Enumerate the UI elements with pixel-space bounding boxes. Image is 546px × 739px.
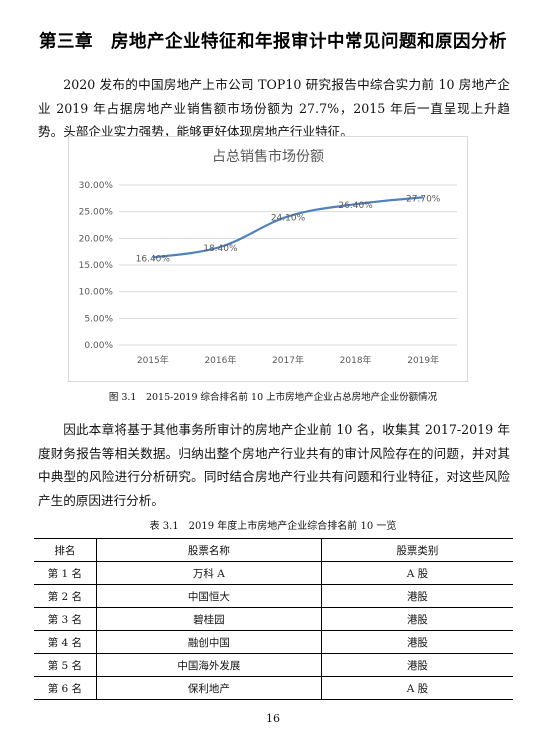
x-tick-label: 2018年	[340, 354, 372, 366]
header-rank: 排名	[34, 538, 97, 562]
page-number: 16	[266, 712, 280, 725]
chart-svg: 占总销售市场份额 0.00% 5.00% 10.00% 15.00% 20.00% 25.0…	[79, 148, 457, 366]
stock-name-cell: 碧桂园	[95, 607, 322, 631]
market-share-chart: 占总销售市场份额 0.00% 5.00% 10.00% 15.00% 20.00% 25.0…	[68, 136, 468, 382]
table-row: 第 4 名 融创中国 港股	[34, 630, 513, 654]
stock-name-cell: 中国恒大	[95, 584, 322, 608]
table-row: 第 1 名 万科 A A 股	[34, 561, 513, 585]
stock-type-cell: 港股	[320, 630, 513, 654]
rank-cell: 第 1 名	[34, 561, 97, 585]
data-label: 27.70%	[406, 194, 441, 204]
stock-name-cell: 万科 A	[95, 561, 322, 585]
data-label: 24.10%	[271, 213, 306, 223]
header-stock-type: 股票类别	[320, 538, 513, 562]
header-stock-name: 股票名称	[95, 538, 322, 562]
data-label: 18.40%	[203, 244, 238, 254]
table-row: 第 6 名 保利地产 A 股	[34, 676, 513, 700]
intro-paragraph: 2020 发布的中国房地产上市公司 TOP10 研究报告中综合实力前 10 房地…	[38, 77, 510, 139]
stock-name-cell: 融创中国	[95, 630, 322, 654]
rank-cell: 第 3 名	[34, 607, 97, 631]
chart-title: 占总销售市场份额	[212, 148, 324, 165]
x-tick-label: 2015年	[137, 354, 169, 366]
ranking-table: 排名 股票名称 股票类别 第 1 名 万科 A A 股 第 2 名 中国恒大 港…	[34, 538, 513, 700]
y-tick-label: 20.00%	[79, 234, 114, 244]
rank-cell: 第 2 名	[34, 584, 97, 608]
table-header-row: 排名 股票名称 股票类别	[34, 538, 513, 562]
rank-cell: 第 6 名	[34, 676, 97, 700]
stock-name-cell: 保利地产	[95, 676, 322, 700]
x-tick-label: 2016年	[204, 354, 236, 366]
stock-type-cell: 港股	[320, 653, 513, 677]
data-label: 16.40%	[136, 255, 171, 265]
y-tick-label: 0.00%	[84, 341, 113, 351]
stock-type-cell: 港股	[320, 584, 513, 608]
stock-type-cell: A 股	[320, 676, 513, 700]
stock-type-cell: A 股	[320, 561, 513, 585]
table-caption: 表 3.1 2019 年度上市房地产企业综合排名前 10 一览	[149, 521, 397, 532]
rank-cell: 第 5 名	[34, 653, 97, 677]
rank-cell: 第 4 名	[34, 630, 97, 654]
data-label: 26.40%	[338, 201, 373, 211]
table-row: 第 2 名 中国恒大 港股	[34, 584, 513, 608]
x-tick-label: 2019年	[407, 354, 439, 366]
table-row: 第 3 名 碧桂园 港股	[34, 607, 513, 631]
y-tick-label: 5.00%	[84, 314, 113, 324]
stock-name-cell: 中国海外发展	[95, 653, 322, 677]
series-line	[152, 196, 424, 259]
y-tick-label: 15.00%	[79, 261, 114, 271]
y-tick-label: 30.00%	[79, 181, 114, 191]
y-tick-label: 10.00%	[79, 288, 114, 298]
method-paragraph: 因此本章将基于其他事务所审计的房地产企业前 10 名，收集其 2017-2019…	[38, 422, 510, 508]
chapter-title: 第三章 房地产企业特征和年报审计中常见问题和原因分析	[39, 32, 507, 52]
y-tick-label: 25.00%	[79, 208, 114, 218]
x-tick-label: 2017年	[272, 354, 304, 366]
figure-caption: 图 3.1 2015-2019 综合排名前 10 上市房地产企业占总房地产企业份…	[108, 392, 438, 403]
table-row: 第 5 名 中国海外发展 港股	[34, 653, 513, 677]
stock-type-cell: 港股	[320, 607, 513, 631]
